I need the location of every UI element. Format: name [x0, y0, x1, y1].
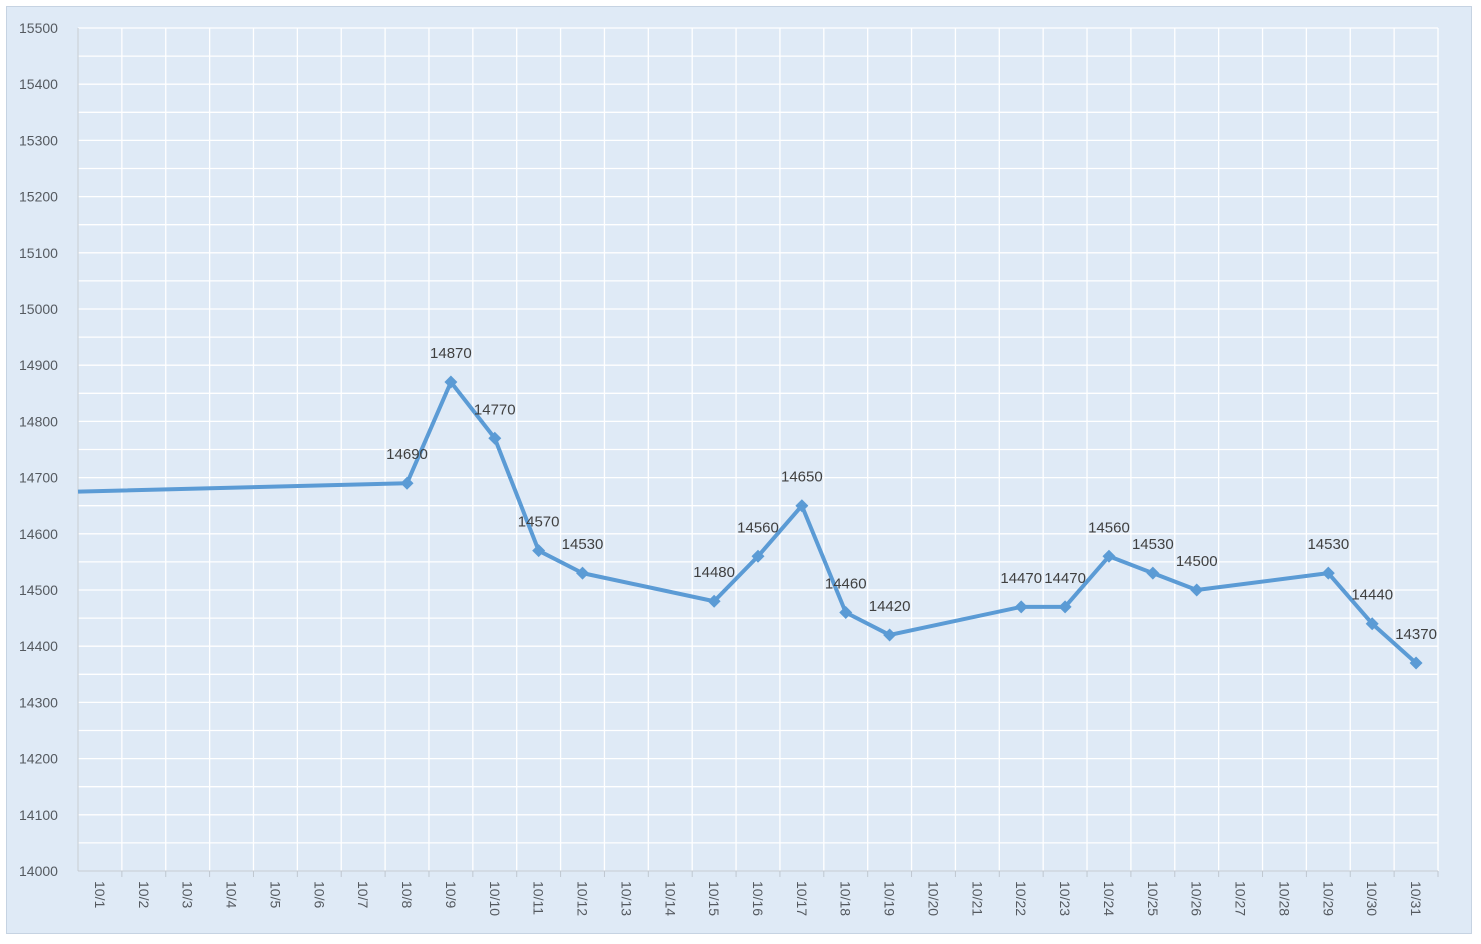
- data-point-marker: [532, 544, 546, 558]
- y-tick-label: 14000: [19, 863, 58, 879]
- x-tick-label: 10/1: [92, 881, 108, 908]
- x-tick-label: 10/6: [311, 881, 327, 908]
- data-point-marker: [839, 605, 853, 619]
- x-tick-label: 10/19: [882, 881, 898, 916]
- y-tick-label: 14700: [19, 470, 58, 486]
- y-tick-label: 15100: [19, 245, 58, 261]
- x-tick-label: 10/2: [136, 881, 152, 908]
- x-tick-label: 10/17: [794, 881, 810, 916]
- data-label: 14370: [1395, 626, 1437, 643]
- x-tick-label: 10/18: [838, 881, 854, 916]
- data-label: 14570: [518, 514, 560, 531]
- data-label: 14420: [869, 598, 911, 615]
- y-tick-label: 15200: [19, 189, 58, 205]
- data-point-marker: [751, 549, 765, 563]
- data-point-marker: [400, 476, 414, 490]
- x-tick-label: 10/14: [662, 881, 678, 916]
- x-tick-label: 10/27: [1233, 881, 1249, 916]
- data-label: 14870: [430, 345, 472, 362]
- data-point-marker: [444, 375, 458, 389]
- x-tick-label: 10/26: [1189, 881, 1205, 916]
- data-point-marker: [883, 628, 897, 642]
- y-tick-label: 14600: [19, 526, 58, 542]
- x-tick-label: 10/25: [1145, 881, 1161, 916]
- x-tick-label: 10/22: [1013, 881, 1029, 916]
- data-point-marker: [1102, 549, 1116, 563]
- x-tick-label: 10/23: [1057, 881, 1073, 916]
- data-label: 14500: [1176, 553, 1218, 570]
- data-label: 14650: [781, 469, 823, 486]
- data-label: 14470: [1000, 570, 1042, 587]
- data-label: 14460: [825, 575, 867, 592]
- x-tick-label: 10/11: [531, 881, 547, 915]
- y-tick-label: 14900: [19, 357, 58, 373]
- data-label: 14530: [1132, 536, 1174, 553]
- x-tick-label: 10/24: [1101, 881, 1117, 916]
- x-tick-label: 10/15: [706, 881, 722, 916]
- y-tick-label: 14400: [19, 638, 58, 654]
- x-tick-label: 10/29: [1320, 881, 1336, 916]
- data-point-marker: [488, 431, 502, 445]
- data-label: 14530: [562, 536, 604, 553]
- data-label: 14770: [474, 401, 516, 418]
- data-point-marker: [576, 566, 590, 580]
- x-tick-label: 10/28: [1276, 881, 1292, 916]
- data-point-marker: [1321, 566, 1335, 580]
- y-tick-label: 14200: [19, 751, 58, 767]
- x-tick-label: 10/3: [180, 881, 196, 908]
- x-tick-label: 10/16: [750, 881, 766, 916]
- x-tick-label: 10/13: [618, 881, 634, 916]
- y-tick-label: 15500: [19, 20, 58, 36]
- data-label: 14560: [737, 519, 779, 536]
- data-point-marker: [1146, 566, 1160, 580]
- y-tick-label: 14100: [19, 807, 58, 823]
- data-point-marker: [1365, 617, 1379, 631]
- x-tick-label: 10/4: [224, 881, 240, 908]
- line-chart: 14000 14100 14200 14300 14400 14500 14600 14700…: [6, 6, 1472, 934]
- x-tick-label: 10/30: [1364, 881, 1380, 916]
- y-tick-label: 14500: [19, 582, 58, 598]
- data-label: 14560: [1088, 519, 1130, 536]
- y-tick-label: 14300: [19, 694, 58, 710]
- data-point-marker: [1014, 600, 1028, 614]
- data-point-marker: [1409, 656, 1423, 670]
- x-tick-label: 10/5: [267, 881, 283, 908]
- data-label: 14480: [693, 564, 735, 581]
- data-point-marker: [795, 499, 809, 513]
- x-tick-label: 10/10: [487, 881, 503, 916]
- x-tick-label: 10/21: [969, 881, 985, 916]
- chart-canvas: 14000 14100 14200 14300 14400 14500 14600 14700…: [19, 20, 1439, 916]
- x-tick-label: 10/31: [1408, 881, 1424, 916]
- x-tick-label: 10/9: [443, 881, 459, 908]
- y-tick-label: 15000: [19, 301, 58, 317]
- x-tick-label: 10/8: [399, 881, 415, 908]
- x-tick-label: 10/20: [925, 881, 941, 916]
- x-tick-label: 10/7: [355, 881, 371, 908]
- data-label: 14440: [1351, 587, 1393, 604]
- x-tick-label: 10/12: [575, 881, 591, 916]
- data-label: 14530: [1307, 536, 1349, 553]
- data-point-marker: [1190, 583, 1204, 597]
- y-tick-label: 14800: [19, 413, 58, 429]
- y-tick-label: 15400: [19, 76, 58, 92]
- data-label: 14690: [386, 446, 428, 463]
- y-tick-label: 15300: [19, 132, 58, 148]
- data-point-marker: [707, 594, 721, 608]
- data-label: 14470: [1044, 570, 1086, 587]
- data-point-marker: [1058, 600, 1072, 614]
